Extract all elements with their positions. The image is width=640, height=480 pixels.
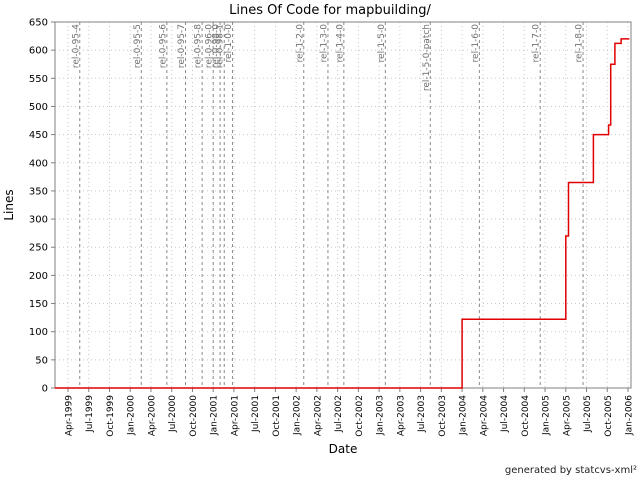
x-tick-label: Jan-2003 [376,395,386,436]
x-tick-label: Jul-2000 [168,395,178,433]
release-label: rel-1-7-0 [532,24,542,63]
x-tick-label: Jan-2001 [210,395,220,436]
y-tick-label: 150 [29,299,48,310]
release-label: rel-1-8-0 [575,24,585,63]
x-tick-label: Jul-2003 [417,395,427,433]
x-tick-label: Apr-2003 [396,395,406,436]
release-label: rel-1-4-0 [335,24,345,63]
y-tick-label: 450 [29,130,48,141]
y-tick-label: 350 [29,186,48,197]
y-tick-label: 50 [35,355,48,366]
y-tick-label: 650 [29,18,48,29]
x-tick-label: Oct-2000 [189,395,199,437]
footer-credit: generated by statcvs-xml² [505,465,637,476]
release-label: rel-1-5-0 [377,24,387,63]
x-tick-label: Apr-2001 [230,395,240,436]
y-tick-label: 100 [29,327,48,338]
y-tick-label: 250 [29,243,48,254]
y-tick-label: 500 [29,102,48,113]
y-tick-label: 400 [29,158,48,169]
loc-series [54,38,630,389]
release-label: rel-1-6-0 [471,24,481,63]
x-tick-label: Oct-2001 [272,395,282,437]
chart-title: Lines Of Code for mapbuilding/ [229,3,431,18]
x-tick-label: Jul-1999 [85,395,95,433]
release-label: rel-0-98-1 [216,24,226,68]
gridlines [55,22,631,388]
release-label: rel-0-98-0 [212,24,222,68]
release-label: rel-0-95-5 [133,24,143,68]
x-tick-label: Jul-2002 [334,395,344,433]
y-axis-title: Lines [2,189,16,220]
y-tick-label: 600 [29,46,48,57]
x-tick-label: Jan-2000 [127,395,137,436]
x-tick-label: Oct-2005 [604,395,614,437]
release-label: rel-0-96-0 [205,24,215,68]
x-tick-label: Jan-2004 [459,395,469,436]
x-tick-label: Oct-1999 [106,395,116,437]
release-markers: rel-0-95-4 rel-0-95-5 rel-0-95-6 rel-0-95-7… [71,22,585,388]
y-tick-label: 550 [29,74,48,85]
x-tick-label: Apr-2005 [562,395,572,436]
release-label: rel-1-0-0 [224,24,234,63]
axes: 0 50 100 150 200 250 300 350 400 450 500 550 600 650 A… [29,18,635,437]
x-tick-label: Oct-2003 [438,395,448,437]
x-tick-label: Apr-1999 [65,395,75,436]
x-tick-label: Apr-2002 [313,395,323,436]
release-label: rel-0-95-8 [194,24,204,68]
x-tick-label: Jan-2006 [625,395,635,436]
y-tick-label: 300 [29,215,48,226]
release-label: rel-1-5-0-patch [422,24,432,91]
x-tick-label: Jul-2004 [500,395,510,433]
x-tick-label: Apr-2000 [147,395,157,436]
x-tick-label: Oct-2002 [355,395,365,437]
x-tick-label: Jul-2005 [583,395,593,433]
x-tick-label: Jul-2001 [251,395,261,433]
release-label: rel-0-95-6 [158,24,168,68]
x-axis-title: Date [329,442,358,456]
y-tick-label: 0 [42,384,48,395]
x-tick-label: Jan-2002 [293,395,303,436]
release-label: rel-1-2-0 [295,24,305,63]
loc-step-line [54,38,630,389]
y-tick-label: 200 [29,271,48,282]
release-label: rel-0-95-7 [177,24,187,68]
release-label: rel-0-95-4 [71,24,81,68]
x-tick-label: Apr-2004 [479,395,489,436]
release-label: rel-1-3-0 [319,24,329,63]
x-tick-label: Oct-2004 [521,395,531,437]
x-tick-label: Jan-2005 [542,395,552,436]
